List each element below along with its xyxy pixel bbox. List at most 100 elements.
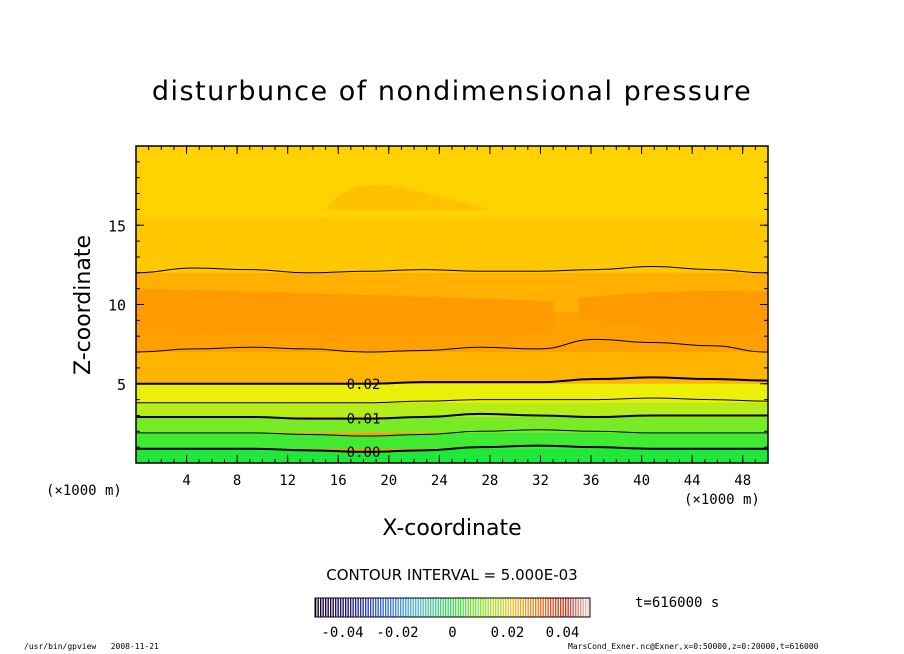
- chart-title: disturbunce of nondimensional pressure: [151, 76, 753, 107]
- colorbar-stripe: [322, 598, 324, 617]
- colorbar-stripe: [362, 598, 364, 617]
- contour-labels: 0.00 0.01 0.02: [347, 377, 381, 461]
- colorbar-stripe: [527, 598, 529, 617]
- colorbar-stripe: [337, 598, 339, 617]
- colorbar-stripe: [415, 598, 417, 617]
- colorbar-stripe: [442, 598, 444, 617]
- colorbar-stripe: [540, 598, 542, 617]
- colorbar-stripe: [417, 598, 419, 617]
- colorbar-stripe: [432, 598, 434, 617]
- colorbar-stripe: [370, 598, 372, 617]
- colorbar-stripe: [545, 598, 547, 617]
- contour-lines: [135, 265, 769, 453]
- contour-line-3: [136, 397, 769, 404]
- colorbar-stripe: [465, 598, 467, 617]
- colorbar-stripe: [390, 598, 392, 617]
- contour-line-0: [136, 444, 768, 453]
- colorbar-stripe: [455, 598, 457, 617]
- colorbar-stripe: [495, 598, 497, 617]
- colorbar-stripe: [565, 598, 567, 617]
- colorbar-stripe: [405, 598, 407, 617]
- colorbar-stripe: [360, 598, 362, 617]
- colorbar-stripe: [530, 598, 532, 617]
- colorbar-stripe: [485, 598, 487, 617]
- colorbar-stripe: [522, 598, 524, 617]
- colorbar-stripe: [467, 598, 469, 617]
- x-tick-label: 24: [431, 473, 448, 489]
- colorbar-stripe: [402, 598, 404, 617]
- x-tick-label: 44: [684, 473, 701, 489]
- colorbar-stripe: [420, 598, 422, 617]
- contour-interval-label: CONTOUR INTERVAL = 5.000E-03: [326, 566, 578, 584]
- colorbar-stripe: [567, 598, 569, 617]
- x-tick-label: 16: [330, 473, 347, 489]
- colorbar-stripe: [532, 598, 534, 617]
- colorbar-stripe: [400, 598, 402, 617]
- colorbar-stripe: [325, 598, 327, 617]
- colorbar-stripe: [507, 598, 509, 617]
- colorbar-stripe: [555, 598, 557, 617]
- colorbar-stripe: [422, 598, 424, 617]
- colorbar-stripe: [365, 598, 367, 617]
- colorbar-stripe: [447, 598, 449, 617]
- shade-band: [136, 209, 768, 273]
- colorbar-stripe: [515, 598, 517, 617]
- x-tick-label: 12: [279, 473, 296, 489]
- contour-line-5: [135, 338, 769, 353]
- colorbar-stripe: [452, 598, 454, 617]
- colorbar-stripe: [342, 598, 344, 617]
- colorbar-stripe: [350, 598, 352, 617]
- colorbar-stripe: [585, 598, 587, 617]
- colorbar-stripe: [472, 598, 474, 617]
- colorbar-stripe: [552, 598, 554, 617]
- x-tick-label: 4: [182, 473, 190, 489]
- colorbar-tick-label: 0.02: [491, 625, 525, 641]
- colorbar-stripe: [335, 598, 337, 617]
- contour-label: 0.02: [347, 377, 381, 393]
- colorbar-tick-label: 0.04: [546, 625, 580, 641]
- footer-right: MarsCond_Exner.nc@Exner,x=0:50000,z=0:20…: [568, 642, 819, 651]
- colorbar-stripe: [547, 598, 549, 617]
- colorbar-stripe: [560, 598, 562, 617]
- colorbar-stripe: [382, 598, 384, 617]
- contour-line-1: [135, 429, 768, 437]
- colorbar-stripe: [497, 598, 499, 617]
- colorbar-stripe: [470, 598, 472, 617]
- contour-label: 0.01: [347, 412, 381, 428]
- x-tick-label: 8: [233, 473, 241, 489]
- colorbar-stripe: [440, 598, 442, 617]
- contour-line-4: [135, 376, 769, 385]
- footer-left: /usr/bin/gpview 2008-11-21: [24, 642, 159, 651]
- colorbar-stripe: [582, 598, 584, 617]
- colorbar-stripe: [457, 598, 459, 617]
- colorbar-stripe: [490, 598, 492, 617]
- colorbar-stripe: [340, 598, 342, 617]
- colorbar-stripe: [437, 598, 439, 617]
- colorbar-stripe: [577, 598, 579, 617]
- shade-band: [136, 146, 768, 218]
- colorbar-stripe: [500, 598, 502, 617]
- colorbar-stripe: [562, 598, 564, 617]
- colorbar-stripe: [535, 598, 537, 617]
- colorbar: -0.04 -0.02 0 0.02 0.04: [314, 597, 591, 641]
- y-axis-label: Z-coordinate: [71, 235, 96, 375]
- colorbar-stripe: [327, 598, 329, 617]
- colorbar-stripe: [435, 598, 437, 617]
- colorbar-stripe: [355, 598, 357, 617]
- contour-line-2: [136, 412, 768, 420]
- x-tick-label: 48: [734, 473, 751, 489]
- x-tick-label: 40: [633, 473, 650, 489]
- colorbar-stripe: [372, 598, 374, 617]
- x-tick-label: 32: [532, 473, 549, 489]
- colorbar-stripe: [475, 598, 477, 617]
- colorbar-stripe: [542, 598, 544, 617]
- y-tick-label: 15: [108, 217, 126, 235]
- colorbar-stripe: [385, 598, 387, 617]
- colorbar-stripe: [525, 598, 527, 617]
- time-label: t=616000 s: [635, 595, 720, 611]
- colorbar-stripe: [332, 598, 334, 617]
- colorbar-stripe: [570, 598, 572, 617]
- colorbar-stripe: [520, 598, 522, 617]
